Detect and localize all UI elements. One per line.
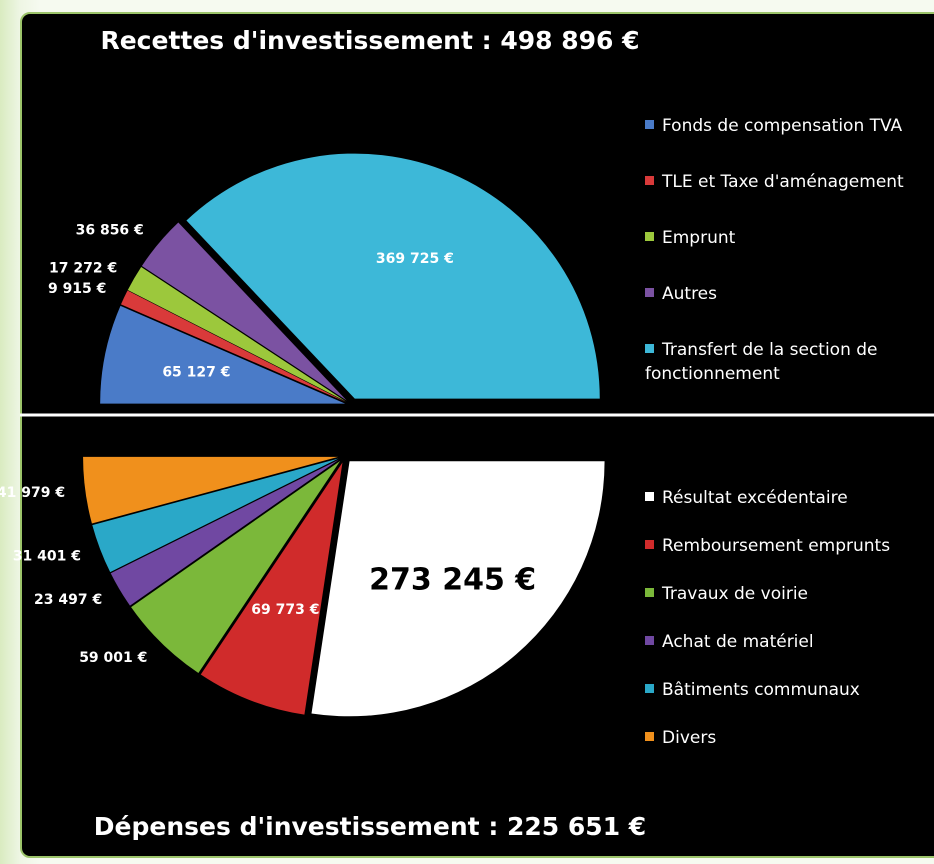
pie-slice [131,461,341,674]
legend-label: Emprunt [662,228,736,248]
legend-item: Fonds de compensation TVA [645,114,934,138]
legend-label: Transfert de la section de fonctionnemen… [645,340,878,384]
legend-item: Emprunt [645,226,934,250]
pie-slice [200,462,343,715]
legend-swatch [645,288,654,297]
legend-swatch [645,636,654,645]
legend-swatch [645,232,654,241]
legend-item: Achat de matériel [645,630,934,654]
data-label: 59 001 € [79,650,147,666]
panel [20,12,934,858]
legend-item: TLE et Taxe d'aménagement [645,170,934,194]
legend-swatch [645,540,654,549]
legend-item: Autres [645,282,934,306]
legend-label: Remboursement emprunts [662,536,891,556]
pie-slice [83,456,339,524]
data-label: 36 856 € [76,223,144,239]
legend-label: Achat de matériel [662,632,814,652]
data-label: 65 127 € [162,365,230,381]
legend-label: Bâtiments communaux [662,680,860,700]
legend-swatch [645,684,654,693]
data-label: 17 272 € [49,260,117,276]
legend-item: Remboursement emprunts [645,534,934,558]
legend-item: Travaux de voirie [645,582,934,606]
pie-slice [186,153,600,399]
legend-label: Fonds de compensation TVA [662,116,903,136]
legend-item: Divers [645,726,934,750]
pie-slice [92,458,339,573]
pie-slice [100,305,346,404]
legend-swatch [645,732,654,741]
data-label: 31 401 € [13,548,81,564]
chart-title: Recettes d'investissement : 498 896 € [100,26,640,55]
data-label: 369 725 € [376,251,454,267]
pie-slice [311,461,605,717]
pie-slice [110,459,339,606]
legend-swatch [645,588,654,597]
legend-item: Bâtiments communaux [645,678,934,702]
legend-label: Divers [662,728,717,748]
legend-label: Résultat excédentaire [662,488,848,508]
legend-swatch [645,176,654,185]
legend-label: TLE et Taxe d'aménagement [662,172,904,192]
data-label: 273 245 € [369,563,536,598]
pie-slice [120,290,346,403]
data-label: 9 915 € [48,281,106,297]
chart-title: Dépenses d'investissement : 225 651 € [93,812,647,841]
pie-slice [141,222,347,401]
legend-item: Transfert de la section de fonctionnemen… [645,338,934,386]
legend-swatch [645,344,654,353]
data-label: 69 773 € [251,602,319,618]
legend-item: Résultat excédentaire [645,486,934,510]
data-label: 41 979 € [0,485,65,501]
legend-swatch [645,120,654,129]
legend-label: Autres [662,284,718,304]
data-label: 23 497 € [34,592,102,608]
pie-slice [127,266,346,402]
legend-swatch [645,492,654,501]
legend-label: Travaux de voirie [662,584,809,604]
